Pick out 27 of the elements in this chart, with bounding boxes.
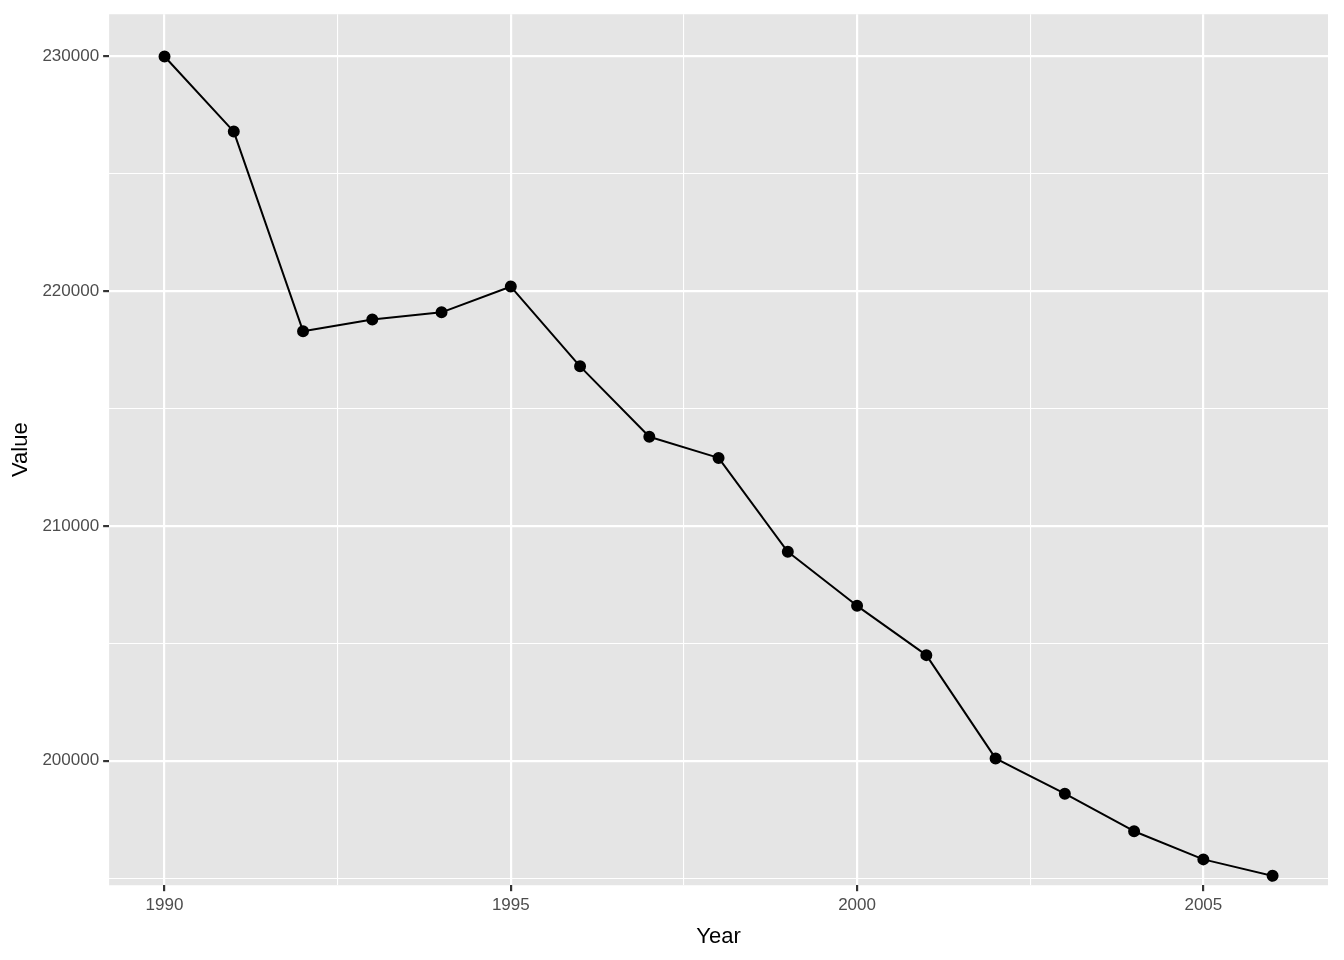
point: [1266, 869, 1279, 882]
point: [1058, 787, 1071, 800]
point: [643, 430, 656, 443]
point: [435, 306, 448, 319]
point: [781, 545, 794, 558]
point: [504, 280, 517, 293]
point: [712, 451, 725, 464]
x-axis-title: Year: [696, 922, 741, 948]
point: [1128, 825, 1141, 838]
y-tick-label: 220000: [42, 280, 100, 300]
y-tick-label: 230000: [42, 46, 100, 66]
y-tick-label: 210000: [42, 515, 100, 535]
point: [366, 313, 379, 326]
point: [851, 599, 864, 612]
point: [227, 125, 240, 138]
point: [158, 50, 171, 63]
point: [1197, 853, 1210, 866]
y-tick-label: 200000: [42, 750, 100, 770]
x-tick-label: 1995: [491, 895, 530, 915]
point: [574, 360, 587, 373]
y-axis-title: Value: [7, 422, 33, 478]
point: [297, 325, 310, 338]
x-tick-label: 1990: [145, 895, 184, 915]
point: [920, 649, 933, 662]
x-tick-label: 2005: [1184, 895, 1223, 915]
x-tick-label: 2000: [838, 895, 876, 915]
point: [989, 752, 1002, 765]
